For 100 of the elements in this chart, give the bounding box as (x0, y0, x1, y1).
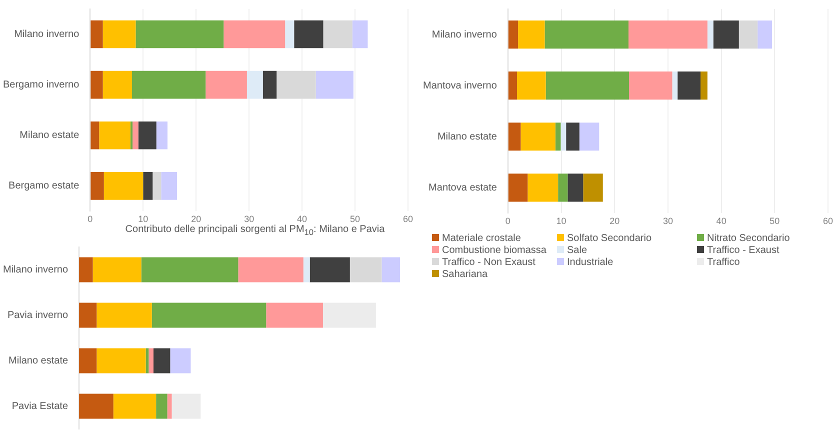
bar (102, 70, 132, 99)
y-tick-label: Milano inverno (432, 29, 498, 40)
x-tick-label: 0 (505, 216, 510, 226)
bar (79, 257, 93, 282)
bar (79, 302, 97, 328)
bar (113, 394, 156, 419)
bar (276, 70, 316, 99)
y-tick-label: Pavia Estate (12, 401, 68, 412)
bar (566, 122, 580, 151)
bar (102, 20, 136, 48)
legend-label: Traffico - Exaust (707, 245, 780, 256)
bar (568, 174, 584, 202)
bar (508, 174, 528, 202)
y-tick-label: Bergamo inverno (2, 80, 80, 91)
bar (96, 302, 152, 328)
bar (700, 72, 708, 100)
y-tick-label: Milano inverno (14, 29, 80, 40)
bar (132, 70, 206, 99)
bar (79, 394, 114, 419)
bar (143, 172, 153, 200)
bar (517, 72, 546, 100)
legend-label: Sale (567, 245, 588, 256)
bar (266, 302, 323, 328)
y-tick-label: Milano inverno (2, 264, 68, 276)
legend-label: Sahariana (442, 269, 488, 280)
bar (583, 174, 603, 202)
x-tick-label: 0 (88, 214, 93, 224)
legend-label: Combustione biomassa (442, 245, 546, 256)
bar (238, 257, 304, 282)
bar (579, 122, 600, 151)
bar (672, 72, 678, 100)
x-tick-label: 40 (716, 216, 726, 226)
bar (322, 302, 376, 328)
bar (154, 348, 170, 374)
bar (352, 20, 368, 48)
bar (96, 348, 146, 374)
bar (172, 394, 201, 419)
bar (628, 20, 708, 49)
x-tick-label: 50 (350, 214, 360, 224)
x-tick-label: 40 (297, 214, 308, 224)
bar (713, 20, 739, 49)
bar (508, 122, 521, 151)
x-tick-label: 60 (402, 214, 414, 224)
bar (152, 302, 266, 328)
bar (560, 122, 566, 151)
bar (130, 121, 133, 150)
legend-label: Traffico (707, 257, 740, 268)
x-tick-label: 20 (610, 216, 620, 226)
bar (558, 174, 568, 202)
bar (303, 257, 310, 282)
bar (152, 172, 162, 200)
bar (518, 20, 545, 49)
x-tick-label: 10 (138, 214, 148, 224)
bar (99, 121, 130, 150)
bar (138, 121, 156, 150)
bar (79, 348, 97, 374)
bar (310, 257, 350, 282)
bar (528, 174, 558, 202)
y-tick-label: Milano estate (437, 131, 498, 142)
bar (90, 70, 103, 99)
bar (294, 20, 324, 48)
bar (546, 72, 630, 100)
y-tick-label: Bergamo estate (8, 180, 80, 192)
bar (90, 20, 103, 48)
x-tick-label: 30 (662, 216, 673, 226)
y-tick-label: Pavia inverno (7, 310, 68, 321)
bar (156, 121, 168, 150)
x-tick-label: 50 (770, 216, 780, 226)
bar (508, 20, 518, 49)
bar (707, 20, 714, 49)
bar (508, 72, 517, 100)
bar (758, 20, 772, 49)
x-tick-label: 10 (556, 216, 566, 226)
y-tick-label: Mantova inverno (422, 80, 498, 92)
bar (132, 121, 138, 150)
bar (141, 257, 238, 282)
bar (629, 72, 672, 100)
bar (104, 172, 144, 200)
chart-title: Contributo delle principali sorgenti al PM$_{10}$: Milano e Pavia (124, 224, 386, 238)
bar (90, 172, 104, 200)
legend-label: Traffico - Non Exaust (442, 257, 536, 268)
bar (206, 70, 247, 99)
bar (323, 20, 352, 48)
bar (246, 70, 263, 99)
bar (136, 20, 224, 48)
bar (170, 348, 191, 374)
legend-label: Industriale (567, 257, 614, 268)
bar (156, 394, 168, 419)
y-tick-label: Milano estate (8, 356, 68, 366)
y-tick-label: Mantova estate (428, 182, 498, 194)
bar (161, 172, 178, 200)
bar (382, 257, 400, 282)
bar (285, 20, 294, 48)
bar (224, 20, 286, 48)
bar (167, 394, 172, 419)
bar (555, 122, 561, 151)
bar (262, 70, 277, 99)
legend-label: Solfato Secondario (567, 233, 652, 244)
x-tick-label: 60 (822, 216, 834, 226)
bar (678, 72, 701, 100)
